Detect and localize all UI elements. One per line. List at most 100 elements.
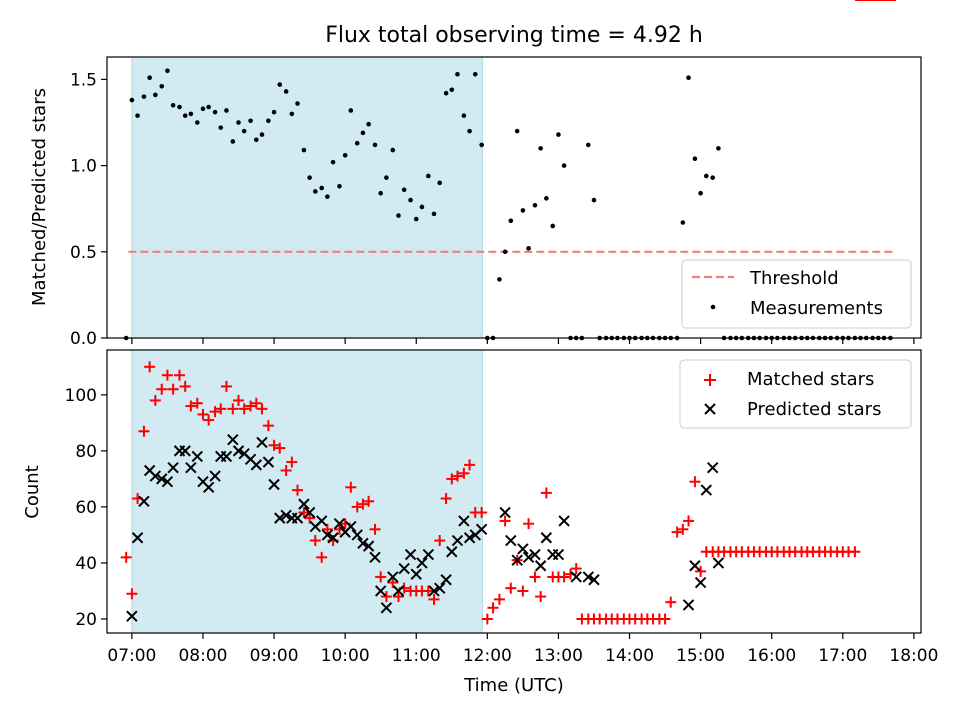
measurement-point [283,89,289,94]
x-tick-label: 12:00 [463,646,512,666]
measurement-point [449,87,455,93]
y-tick-label: 1.5 [70,70,97,90]
measurement-point [544,196,549,201]
predicted-star-marker [149,470,162,482]
matched-star-marker [191,397,203,409]
measurement-point [437,180,443,186]
matched-star-marker [174,369,186,381]
matched-star-marker [683,515,695,527]
predicted-star-marker [362,540,375,552]
measurement-point [182,113,188,118]
marker-stroke [362,540,375,552]
top-panel: 0.0 0.5 1.0 1.5 Matched/Predicted stars Thr… [29,56,922,349]
measurement-point [135,113,140,118]
x-tick-label: 07:00 [107,646,156,666]
matched-star-marker [392,591,404,603]
top-legend: Threshold Measurements [681,259,912,329]
marker-stroke [428,585,440,597]
matched-star-marker [458,467,470,479]
predicted-star-marker [451,534,464,547]
marker-stroke [694,576,707,589]
matched-star-marker [464,459,476,471]
matched-star-marker [167,383,179,395]
predicted-star-marker [327,532,339,544]
measurement-point [177,104,182,110]
measurement-point [401,187,407,193]
measurement-point [680,220,686,225]
marker-stroke [446,546,458,558]
predicted-star-marker [227,433,239,446]
marker-stroke [149,470,162,482]
measurement-point [342,152,348,158]
matched-star-marker [245,400,257,412]
marker-stroke [268,478,280,491]
bottom-axes-frame [106,349,922,634]
measurement-point [312,189,318,194]
legend-measurements-swatch [710,304,716,310]
predicted-star-marker [422,548,435,561]
legend-matched-swatch [704,374,716,386]
marker-stroke [434,582,446,594]
x-axis-label: Time (UTC) [463,675,564,696]
measurement-point [585,142,591,148]
predicted-star-marker [131,532,144,544]
measurement-point [319,185,324,191]
matched-star-marker [535,591,547,603]
matched-star-marker [570,563,582,575]
predicted-star-marker [434,582,446,594]
matched-star-marker [304,512,316,524]
matched-star-marker [286,456,298,468]
predicted-star-marker [558,515,570,527]
matched-star-marker [197,408,209,420]
matched-star-marker [203,414,215,426]
marker-stroke [570,571,582,583]
matched-star-marker [523,518,535,530]
predicted-star-marker [274,512,286,524]
predicted-star-marker [333,518,346,530]
predicted-star-marker [202,481,215,494]
predicted-star-marker [522,551,535,564]
predicted-star-marker [138,495,150,508]
marker-stroke [315,515,328,527]
y-tick-label: 0.5 [70,243,97,263]
matched-star-marker [126,588,138,600]
measurement-point [253,137,259,143]
marker-stroke [540,532,553,544]
predicted-star-marker [475,523,488,536]
measurement-point [330,159,336,165]
matched-star-marker [493,593,505,605]
marker-stroke [398,562,410,575]
predicted-star-marker [179,445,191,457]
predicted-star-marker [126,610,138,622]
matched-star-marker [451,470,463,482]
marker-stroke [410,568,422,580]
predicted-star-marker [682,599,695,611]
predicted-star-marker [440,574,452,586]
top-y-axis-label: Matched/Predicted stars [29,88,50,306]
measurement-point [502,249,508,255]
matched-star-marker [671,526,683,538]
marker-stroke [280,509,292,522]
marker-stroke [706,461,719,474]
predicted-star-marker [446,546,458,558]
matched-star-marker [215,403,227,415]
predicted-star-marker [706,461,719,474]
matched-star-marker [280,464,292,476]
observing-window-shade [131,56,483,339]
matched-star-marker [689,476,701,488]
marker-stroke [298,498,310,510]
measurement-point [325,194,330,199]
marker-stroke [161,475,174,488]
predicted-star-marker [161,475,174,488]
measurement-point [455,71,460,77]
matched-star-marker [351,501,363,513]
marker-stroke [682,599,695,611]
measurement-point [514,128,520,134]
predicted-star-marker [380,602,393,614]
bottom-y-axis-label: Count [22,465,43,518]
predicted-star-marker [534,560,547,572]
marker-stroke [333,518,346,530]
measurement-point [408,197,413,203]
predicted-star-marker [416,557,428,569]
measurement-point [266,118,271,124]
